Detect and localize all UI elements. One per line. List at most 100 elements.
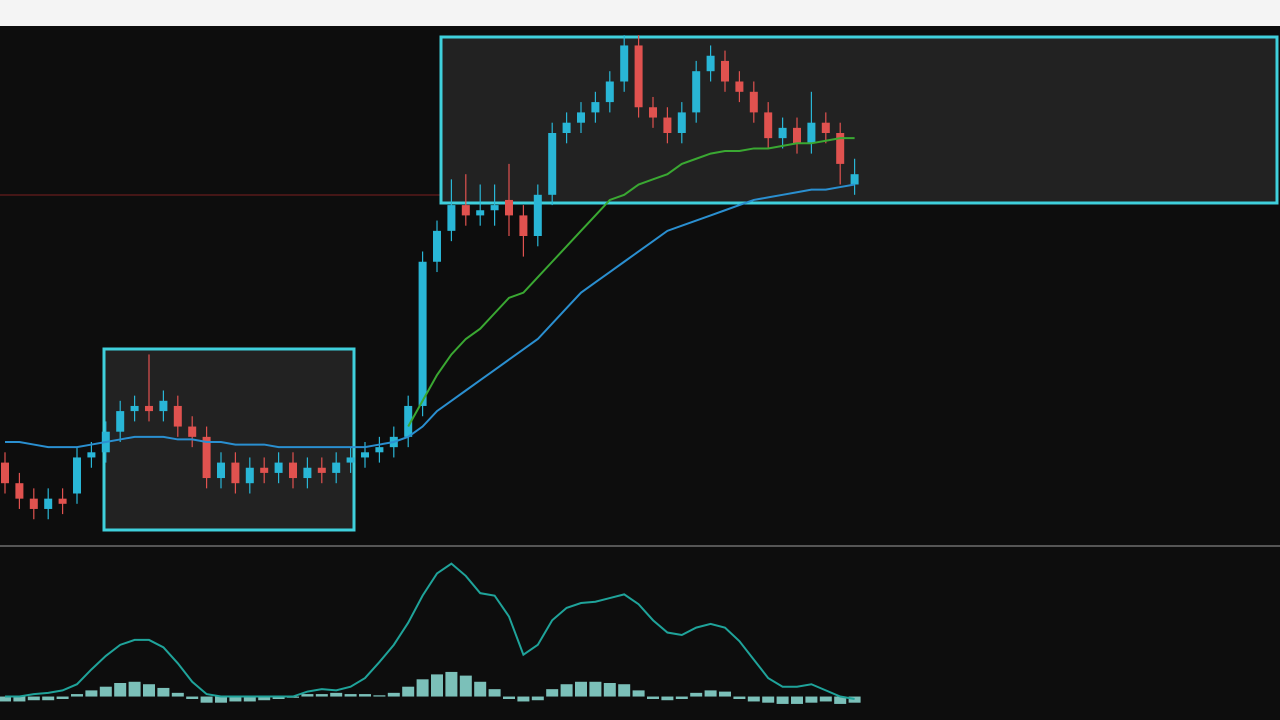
histogram-bar bbox=[575, 681, 587, 697]
candle-body bbox=[476, 210, 485, 216]
histogram-bar bbox=[402, 686, 415, 697]
histogram-bar bbox=[229, 696, 242, 702]
histogram-bar bbox=[661, 696, 674, 701]
candle-body bbox=[735, 81, 744, 92]
candle-body bbox=[15, 483, 24, 499]
candle-body bbox=[447, 205, 456, 231]
histogram-bar bbox=[503, 696, 515, 699]
candle-body bbox=[58, 498, 67, 504]
histogram-bar bbox=[589, 681, 602, 697]
candle-body bbox=[721, 60, 729, 82]
histogram-bar bbox=[776, 696, 789, 704]
histogram-bar bbox=[675, 696, 688, 699]
histogram-bar bbox=[71, 694, 83, 697]
candle-body bbox=[332, 462, 341, 473]
histogram-bar bbox=[690, 692, 703, 697]
candle-body bbox=[73, 457, 81, 494]
candle-body bbox=[692, 71, 701, 113]
histogram-bar bbox=[474, 681, 487, 697]
candle-body bbox=[577, 112, 585, 123]
histogram-bar bbox=[618, 684, 631, 697]
histogram-bar bbox=[387, 692, 400, 697]
histogram-bar bbox=[805, 696, 818, 703]
histogram-bar bbox=[603, 683, 616, 697]
candle-body bbox=[850, 174, 859, 185]
candle-body bbox=[793, 127, 801, 144]
candle-body bbox=[404, 405, 413, 437]
candle-body bbox=[620, 45, 629, 82]
candle-body bbox=[303, 467, 312, 479]
histogram-bar bbox=[719, 691, 731, 697]
histogram-bar bbox=[13, 696, 26, 702]
histogram-bar bbox=[344, 694, 357, 697]
histogram-bar bbox=[200, 696, 213, 703]
line bbox=[5, 183, 855, 449]
candle-body bbox=[634, 45, 643, 108]
histogram-bar bbox=[531, 696, 544, 701]
histogram-bar bbox=[99, 686, 112, 697]
histogram-bar bbox=[143, 684, 155, 697]
plot-layer bbox=[0, 35, 861, 704]
candle-body bbox=[548, 133, 557, 195]
histogram-bar bbox=[0, 696, 11, 702]
candle-body bbox=[116, 411, 125, 432]
candle-body bbox=[130, 405, 139, 412]
histogram-bar bbox=[546, 689, 559, 697]
histogram-bar bbox=[733, 696, 746, 699]
candle-body bbox=[433, 230, 441, 262]
histogram-bar bbox=[315, 694, 328, 697]
histogram-bar bbox=[632, 690, 645, 697]
histogram-bar bbox=[747, 696, 760, 702]
histogram-bar bbox=[215, 696, 227, 703]
candle-body bbox=[706, 55, 715, 72]
candle-body bbox=[562, 122, 571, 133]
histogram-bar bbox=[272, 696, 285, 699]
candle-body bbox=[361, 452, 369, 458]
histogram-bar bbox=[762, 696, 775, 703]
histogram-bar bbox=[560, 684, 573, 697]
histogram-bar bbox=[416, 679, 429, 697]
histogram-bar bbox=[445, 671, 458, 697]
candle-body bbox=[245, 467, 254, 484]
toolbar bbox=[0, 0, 1280, 26]
candle-body bbox=[44, 498, 53, 509]
highlight-box bbox=[102, 347, 356, 532]
candle-body bbox=[173, 405, 182, 427]
histogram-bar bbox=[704, 690, 717, 697]
histogram-bar bbox=[330, 692, 343, 697]
candle-body bbox=[677, 112, 686, 133]
candle-body bbox=[505, 199, 513, 216]
candle-body bbox=[821, 122, 830, 133]
histogram-bar bbox=[834, 696, 847, 704]
candle-body bbox=[1, 462, 9, 484]
candle-body bbox=[274, 462, 283, 473]
candle-body bbox=[260, 467, 269, 473]
histogram-bar bbox=[186, 696, 199, 699]
histogram-bar bbox=[373, 695, 386, 697]
candle-body bbox=[231, 462, 240, 484]
candle-body bbox=[188, 426, 197, 437]
histogram-bar bbox=[27, 696, 40, 701]
line bbox=[5, 562, 855, 700]
candle-body bbox=[807, 122, 816, 144]
candle-body bbox=[605, 81, 614, 103]
candle-body bbox=[159, 400, 168, 412]
candle-body bbox=[591, 102, 600, 113]
histogram-bar bbox=[647, 696, 659, 699]
candle-body bbox=[87, 452, 96, 458]
candle-body bbox=[649, 107, 657, 118]
candle-body bbox=[749, 91, 758, 113]
histogram-bar bbox=[517, 696, 530, 702]
candle-body bbox=[836, 133, 845, 164]
histogram-bar bbox=[258, 696, 271, 701]
histogram-bar bbox=[359, 694, 371, 697]
candle-body bbox=[202, 436, 211, 479]
histogram-bar bbox=[431, 674, 443, 697]
candle-body bbox=[418, 261, 427, 406]
histogram-bar bbox=[114, 683, 127, 697]
candle-body bbox=[490, 205, 499, 211]
candle-body bbox=[519, 215, 528, 236]
